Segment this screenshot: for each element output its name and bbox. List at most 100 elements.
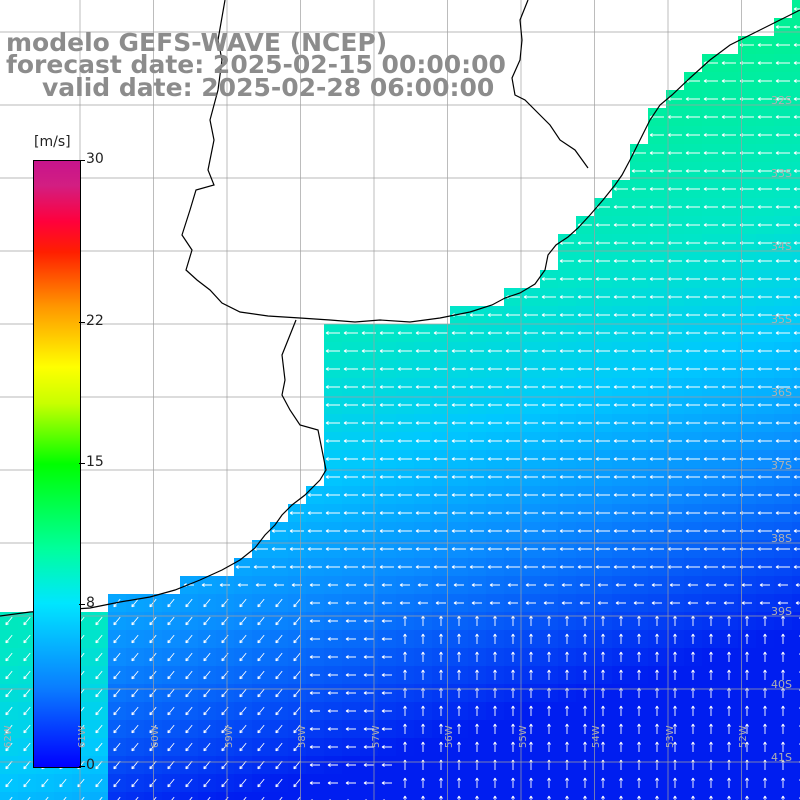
wind-arrow (325, 529, 340, 533)
wind-arrow (595, 385, 610, 389)
wind-arrow (149, 670, 157, 680)
wind-arrow (559, 493, 574, 497)
wind-arrow (325, 439, 340, 443)
wind-arrow (293, 742, 301, 752)
longitude-label: 53W (664, 725, 676, 748)
wind-arrow (433, 421, 448, 425)
wind-cell (198, 792, 217, 800)
wind-arrow (685, 439, 700, 443)
wind-arrow (415, 475, 430, 479)
wind-arrow (673, 651, 677, 662)
wind-arrow (685, 475, 700, 479)
wind-arrow (673, 723, 677, 734)
wind-arrow (381, 619, 392, 623)
wind-arrow (757, 79, 772, 83)
wind-arrow (475, 669, 479, 680)
wind-arrow (511, 669, 515, 680)
wind-arrow (167, 598, 175, 608)
wind-arrow (777, 583, 788, 587)
wind-arrow (637, 633, 641, 644)
wind-arrow (793, 205, 800, 209)
wind-arrow (343, 493, 358, 497)
wind-arrow (271, 529, 286, 533)
wind-arrow (757, 529, 772, 533)
wind-arrow (691, 723, 695, 734)
longitude-label: 59W (223, 725, 235, 748)
wind-arrow (421, 795, 425, 800)
wind-arrow (685, 493, 700, 497)
wind-arrow (685, 457, 700, 461)
wind-arrow (113, 724, 121, 734)
wind-arrow (775, 223, 790, 227)
wind-arrow (631, 223, 646, 227)
wind-arrow (613, 493, 628, 497)
wind-arrow (511, 705, 515, 716)
wind-arrow (775, 547, 790, 551)
wind-cell (126, 792, 145, 800)
wind-arrow (457, 723, 461, 734)
wind-arrow (451, 457, 466, 461)
wind-arrow (583, 777, 587, 788)
wind-arrow (379, 475, 394, 479)
wind-arrow (167, 742, 175, 752)
wind-arrow (595, 277, 610, 281)
wind-arrow (293, 706, 301, 716)
wind-arrow (709, 669, 713, 680)
wind-arrow (185, 778, 193, 788)
wind-arrow (565, 777, 569, 788)
wind-arrow (793, 511, 800, 515)
wind-arrow (475, 615, 479, 626)
wind-arrow (649, 403, 664, 407)
wind-arrow (757, 295, 772, 299)
wind-arrow (397, 493, 412, 497)
wind-arrow (763, 741, 767, 752)
wind-arrow (5, 706, 13, 716)
map-title-forecast-date: forecast date: 2025-02-15 00:00:00 (6, 50, 506, 79)
wind-arrow (705, 583, 716, 587)
wind-arrow (475, 651, 479, 662)
wind-arrow (781, 615, 785, 626)
wind-arrow (721, 115, 736, 119)
wind-arrow (275, 616, 283, 626)
wind-arrow (257, 688, 265, 698)
wind-arrow (559, 385, 574, 389)
wind-arrow (487, 565, 502, 569)
wind-arrow (631, 349, 646, 353)
wind-arrow (505, 385, 520, 389)
wind-arrow (5, 634, 13, 644)
wind-arrow (757, 475, 772, 479)
wind-arrow (363, 745, 374, 749)
wind-arrow (363, 655, 374, 659)
wind-arrow (703, 439, 718, 443)
wind-arrow (703, 259, 718, 263)
wind-arrow (95, 724, 103, 734)
map-title-model: modelo GEFS-WAVE (NCEP) (6, 28, 388, 57)
wind-arrow (559, 277, 574, 281)
wind-arrow (397, 367, 412, 371)
wind-arrow (763, 651, 767, 662)
wind-arrow (381, 745, 392, 749)
wind-arrow (667, 493, 682, 497)
wind-arrow (703, 277, 718, 281)
map-title-valid-date: valid date: 2025-02-28 06:00:00 (42, 73, 495, 102)
wind-arrow (577, 439, 592, 443)
wind-arrow (777, 601, 788, 605)
wind-arrow (763, 705, 767, 716)
colorbar-tick (79, 321, 85, 323)
wind-arrow (757, 565, 772, 569)
wind-arrow (667, 205, 682, 209)
wind-arrow (601, 705, 605, 716)
wind-arrow (775, 385, 790, 389)
wind-arrow (275, 688, 283, 698)
wind-arrow (619, 795, 623, 800)
wind-arrow (325, 565, 340, 569)
wind-arrow (363, 781, 374, 785)
wind-cell (288, 792, 307, 800)
wind-arrow (81, 796, 85, 800)
wind-arrow (493, 723, 497, 734)
wind-arrow (579, 583, 590, 587)
wind-arrow (703, 151, 718, 155)
wind-arrow (781, 633, 785, 644)
wind-arrow (577, 475, 592, 479)
